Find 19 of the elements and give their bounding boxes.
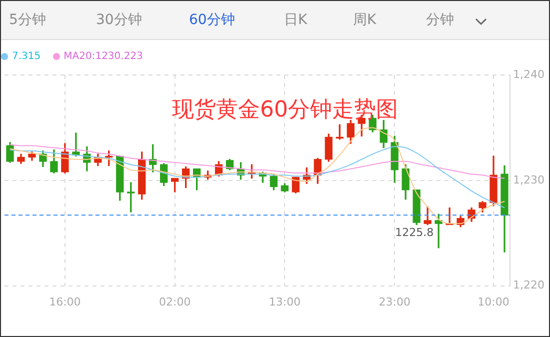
x-tick-label: 02:00 (158, 295, 191, 308)
x-tick-label: 10:00 (478, 295, 510, 308)
x-tick-label: 16:00 (49, 295, 81, 308)
x-tick-label: 23:00 (378, 295, 410, 308)
legend-label: MA20:1230.223 (64, 51, 143, 62)
text: 60分钟 (189, 11, 235, 29)
annotation: 1225.8 (395, 226, 434, 240)
text: 30分钟 (96, 11, 142, 29)
x-tick-label: 13:00 (268, 295, 301, 308)
text: 5分钟 (9, 11, 46, 29)
y-tick-label: 1,220 (513, 278, 544, 292)
y-tick-label: 1,230 (513, 173, 544, 186)
candlestick (434, 214, 442, 248)
text: 周K (353, 11, 376, 29)
text: 分钟 (426, 11, 454, 29)
y-tick-label: 1,240 (513, 68, 544, 81)
text: 现货黄金60分钟走势图 (172, 98, 398, 123)
legend-label: 7.315 (12, 51, 41, 62)
text: 日K (284, 11, 308, 29)
